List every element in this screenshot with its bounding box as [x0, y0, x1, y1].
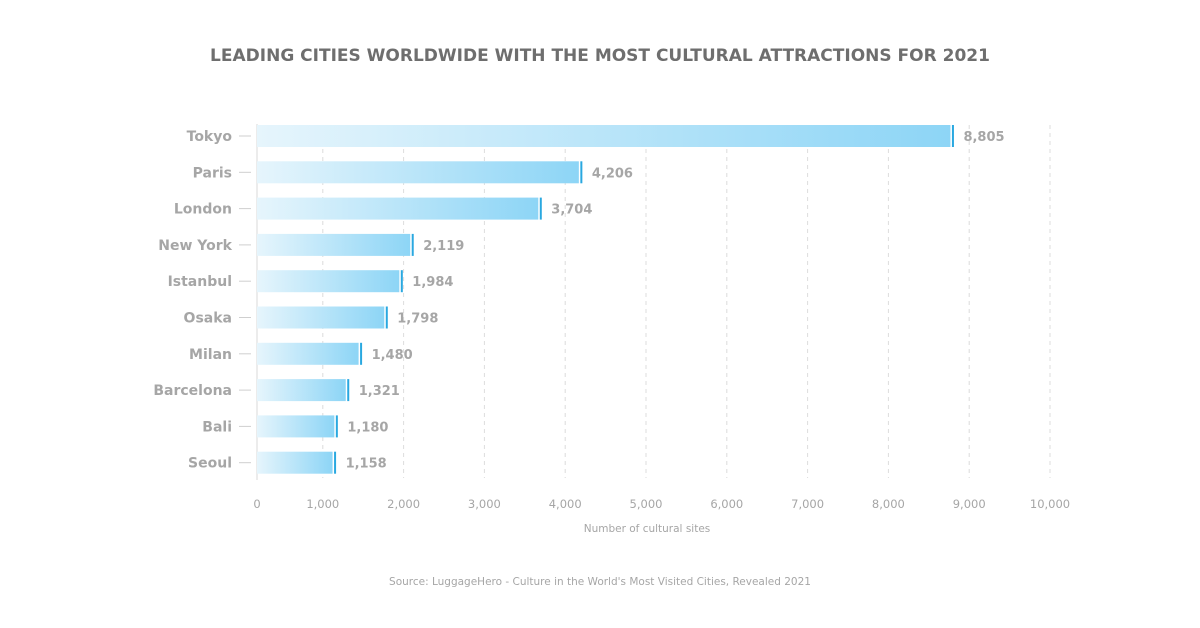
- bar-cap: [334, 451, 337, 474]
- category-label: Tokyo: [187, 129, 233, 145]
- category-label: Osaka: [184, 311, 232, 327]
- x-tick-label: 3,000: [468, 497, 501, 511]
- value-label: 1,321: [359, 384, 400, 399]
- x-tick-label: 1,000: [306, 497, 339, 511]
- bar: [257, 379, 346, 402]
- category-label: Barcelona: [153, 383, 232, 399]
- category-label: Seoul: [188, 456, 232, 472]
- bar-cap: [335, 415, 338, 438]
- bar-cap: [347, 379, 350, 402]
- bar: [257, 233, 411, 256]
- value-label: 3,704: [551, 203, 592, 218]
- value-label: 1,180: [347, 420, 388, 435]
- bar-cap: [400, 270, 403, 293]
- value-label: 2,119: [423, 239, 464, 254]
- category-label: Milan: [189, 347, 232, 363]
- x-tick-label: 6,000: [710, 497, 743, 511]
- value-label: 1,984: [412, 275, 453, 290]
- bar-cap: [951, 125, 954, 147]
- category-label: London: [174, 202, 232, 218]
- x-tick-label: 2,000: [387, 497, 420, 511]
- chart-title: LEADING CITIES WORLDWIDE WITH THE MOST C…: [210, 46, 990, 66]
- bar-cap: [385, 306, 388, 329]
- value-label: 4,206: [592, 166, 633, 181]
- x-tick-label: 5,000: [630, 497, 663, 511]
- bar: [257, 161, 579, 184]
- value-label: 1,158: [346, 457, 387, 472]
- bar: [257, 125, 951, 147]
- source-note: Source: LuggageHero - Culture in the Wor…: [389, 576, 811, 588]
- bar-cap: [580, 161, 583, 184]
- x-tick-label: 0: [253, 497, 260, 511]
- x-axis-label: Number of cultural sites: [584, 523, 711, 535]
- bar: [257, 197, 539, 220]
- bar-cap: [411, 233, 414, 256]
- category-label: Paris: [193, 165, 232, 181]
- category-label: New York: [158, 238, 232, 254]
- bar: [257, 415, 335, 438]
- value-label: 1,798: [397, 312, 438, 327]
- bar-cap: [360, 342, 363, 365]
- bar: [257, 270, 400, 293]
- value-label: 8,805: [963, 130, 1004, 145]
- x-tick-label: 4,000: [549, 497, 582, 511]
- x-tick-label: 7,000: [791, 497, 824, 511]
- bar: [257, 306, 385, 329]
- x-tick-label: 8,000: [872, 497, 905, 511]
- x-tick-label: 10,000: [1030, 497, 1070, 511]
- category-label: Istanbul: [168, 274, 232, 290]
- x-tick-label: 9,000: [953, 497, 986, 511]
- bar: [257, 451, 333, 474]
- category-label: Bali: [202, 419, 232, 435]
- bar: [257, 342, 359, 365]
- bar-cap: [539, 197, 542, 220]
- value-label: 1,480: [372, 348, 413, 363]
